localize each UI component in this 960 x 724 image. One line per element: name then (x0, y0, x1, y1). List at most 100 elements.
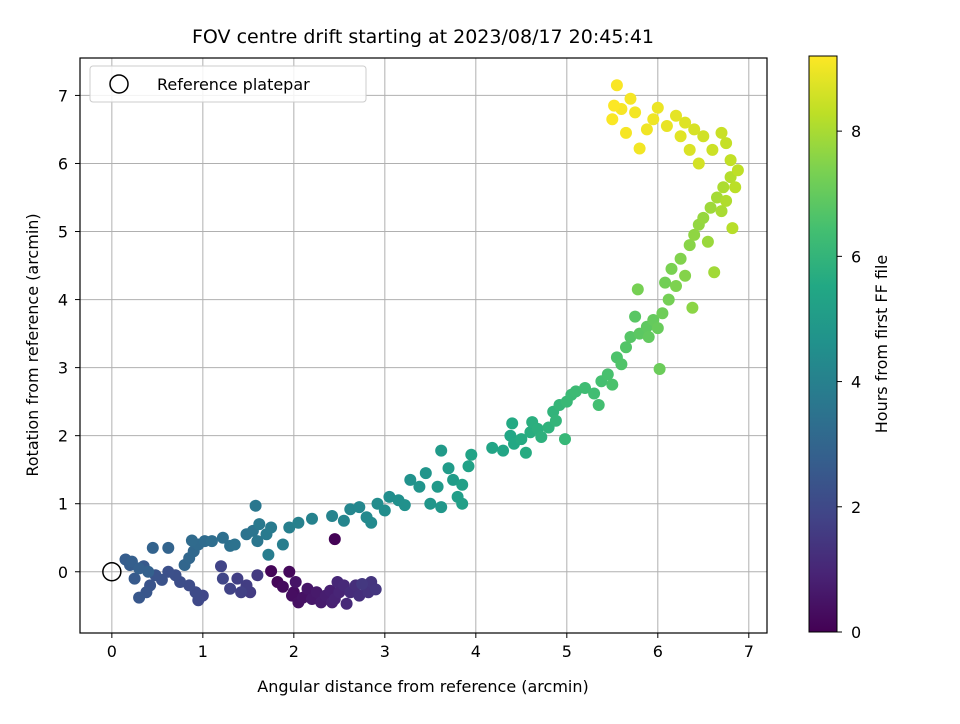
scatter-point (431, 480, 444, 493)
chart-title: FOV centre drift starting at 2023/08/17 … (192, 26, 654, 48)
data-points (119, 79, 744, 610)
scatter-point (133, 591, 146, 604)
scatter-point (633, 142, 646, 155)
scatter-point (456, 497, 469, 510)
scatter-point (629, 310, 642, 323)
scatter-point (592, 399, 605, 411)
scatter-point (653, 363, 666, 375)
scatter-point (515, 433, 528, 446)
scatter-point (292, 516, 305, 529)
axis-ticks: 0 1 2 3 4 5 6 7 0 1 2 3 4 5 6 7 (58, 86, 754, 661)
scatter-point (353, 589, 366, 602)
scatter-point (642, 331, 655, 343)
scatter-point (465, 448, 478, 461)
scatter-point (615, 358, 628, 371)
reference-platepar-marker (102, 562, 122, 582)
scatter-point (283, 565, 296, 578)
colorbar-tick-label: 8 (851, 122, 861, 141)
scatter-point (620, 126, 632, 139)
scatter-point (356, 578, 369, 590)
plot-frame (79, 57, 768, 634)
scatter-point (306, 512, 318, 525)
scatter-point (262, 548, 275, 561)
scatter-point (328, 533, 341, 546)
colorbar-tick-label: 4 (851, 373, 861, 392)
y-tick-label: 4 (58, 291, 68, 310)
scatter-point (519, 446, 532, 459)
scatter-point (486, 441, 499, 454)
scatter-point (183, 579, 196, 592)
scatter-point (251, 569, 264, 582)
scatter-point (651, 322, 664, 335)
scatter-point (662, 293, 675, 306)
colorbar: 0 2 4 6 8 Hours from first FF file (808, 55, 891, 642)
y-tick-label: 7 (58, 86, 68, 105)
scatter-point (146, 541, 159, 554)
scatter-point (162, 541, 175, 554)
scatter-point (205, 535, 218, 548)
grid-lines (80, 58, 767, 633)
colorbar-tick-label: 0 (851, 623, 861, 642)
scatter-point (442, 462, 455, 475)
scatter-point (462, 460, 475, 473)
scatter-point (344, 503, 357, 516)
scatter-point (456, 478, 469, 491)
x-tick-label: 7 (744, 642, 754, 661)
scatter-point (647, 113, 660, 126)
scatter-point (711, 191, 723, 204)
scatter-point (660, 120, 673, 132)
scatter-point (720, 194, 733, 207)
scatter-point (378, 504, 391, 517)
y-tick-label: 2 (58, 427, 68, 446)
scatter-point (369, 583, 382, 596)
scatter-point (424, 497, 437, 510)
scatter-point (606, 378, 619, 391)
x-tick-label: 6 (653, 642, 663, 661)
scatter-point (231, 572, 244, 585)
scatter-point (629, 106, 642, 119)
scatter-point (670, 280, 682, 292)
scatter-point (715, 126, 728, 139)
scatter-point (708, 266, 721, 279)
scatter-point (683, 239, 696, 252)
scatter-point (249, 499, 262, 512)
scatter-point (289, 576, 302, 588)
scatter-point (215, 560, 227, 573)
scatter-point (688, 228, 701, 241)
y-tick-label: 0 (58, 563, 68, 582)
scatter-point (569, 385, 582, 398)
scatter-point (337, 514, 350, 527)
scatter-point (283, 521, 296, 534)
scatter-point (228, 538, 241, 551)
scatter-point (296, 591, 309, 604)
colorbar-label: Hours from first FF file (872, 255, 891, 434)
scatter-point (579, 382, 591, 394)
scatter-point (506, 417, 519, 430)
scatter-point (326, 510, 339, 522)
scatter-point (398, 499, 411, 512)
scatter-point (383, 490, 396, 503)
scatter-point (224, 582, 237, 595)
scatter-point (608, 99, 621, 112)
scatter-point (640, 123, 653, 136)
scatter-point (631, 283, 644, 296)
scatter-point (731, 164, 744, 177)
x-tick-label: 2 (289, 642, 299, 661)
x-tick-label: 0 (107, 642, 117, 661)
scatter-point (606, 113, 619, 126)
scatter-point (670, 109, 682, 122)
scatter-point (235, 586, 248, 599)
scatter-point (692, 157, 705, 170)
scatter-point (704, 201, 717, 214)
x-axis-label: Angular distance from reference (arcmin) (257, 677, 588, 696)
scatter-point (624, 331, 637, 343)
scatter-point (656, 307, 669, 320)
scatter-point (128, 572, 141, 585)
scatter-point (701, 235, 714, 248)
scatter-point (715, 205, 728, 218)
scatter-point (133, 562, 146, 575)
scatter-point (419, 467, 432, 480)
scatter-point (726, 222, 739, 235)
y-tick-label: 1 (58, 495, 68, 514)
x-tick-label: 4 (471, 642, 481, 661)
